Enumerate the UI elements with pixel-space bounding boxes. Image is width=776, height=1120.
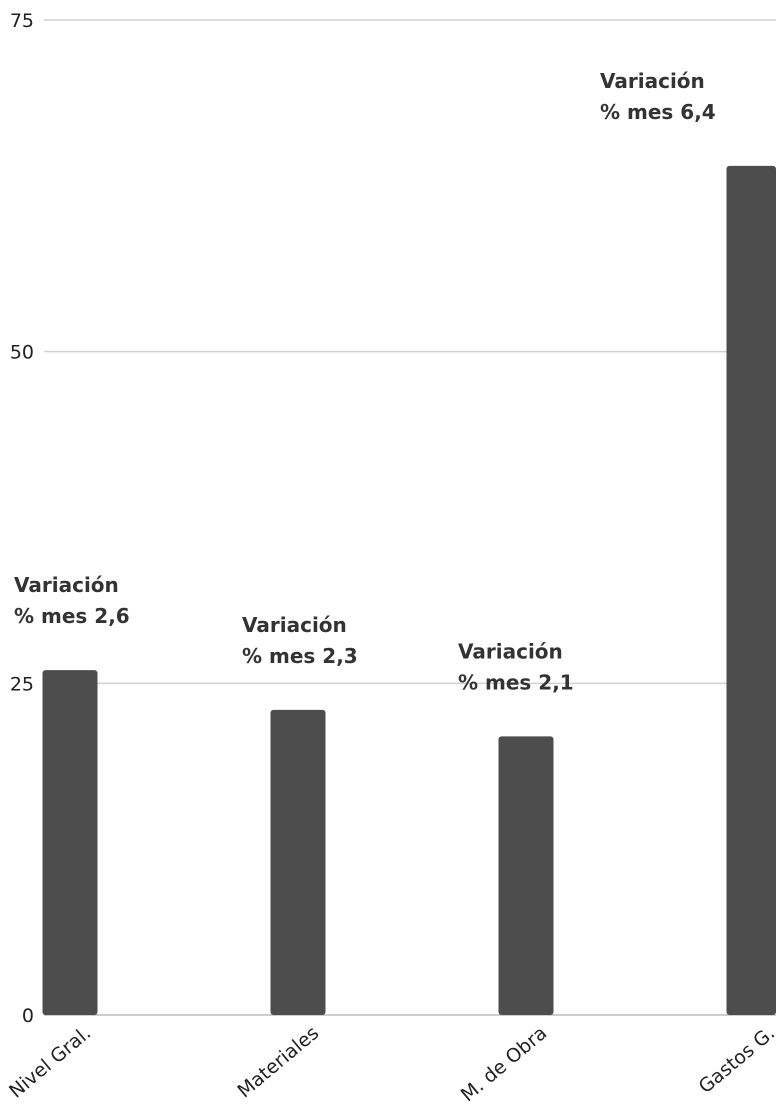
x-axis-category-labels: Nivel Gral. Materiales M. de Obra Gastos G. <box>5 1022 776 1106</box>
y-axis-tick-labels: 0 25 50 75 <box>10 10 34 1027</box>
data-label-0-line-1: % mes 2,6 <box>14 604 130 628</box>
data-label-2-line-0: Variación <box>458 639 563 663</box>
x-category-label-3: Gastos G. <box>695 1022 776 1098</box>
data-label-0-line-0: Variación <box>14 573 119 597</box>
x-category-label-0: Nivel Gral. <box>5 1022 95 1103</box>
data-label-1-line-0: Variación <box>242 613 347 637</box>
x-category-label-1: Materiales <box>233 1022 323 1102</box>
y-tick-label-50: 50 <box>10 342 34 364</box>
data-label-3-line-0: Variación <box>600 69 705 93</box>
data-labels: Variación % mes 2,6 Variación % mes 2,3 Vari… <box>14 69 716 694</box>
data-label-3-line-1: % mes 6,4 <box>600 100 716 124</box>
bar-m-de-obra <box>498 736 554 1015</box>
data-label-2-line-1: % mes 2,1 <box>458 670 574 694</box>
bar-materiales <box>270 709 326 1015</box>
x-category-label-2: M. de Obra <box>457 1022 551 1106</box>
y-tick-label-0: 0 <box>22 1005 34 1027</box>
y-tick-label-25: 25 <box>10 673 34 695</box>
bars <box>42 165 776 1015</box>
bar-gastos-g <box>726 165 776 1015</box>
gridlines <box>44 19 776 1016</box>
bar-nivel-gral <box>42 670 98 1015</box>
data-label-1-line-1: % mes 2,3 <box>242 644 358 668</box>
y-tick-label-75: 75 <box>10 10 34 32</box>
